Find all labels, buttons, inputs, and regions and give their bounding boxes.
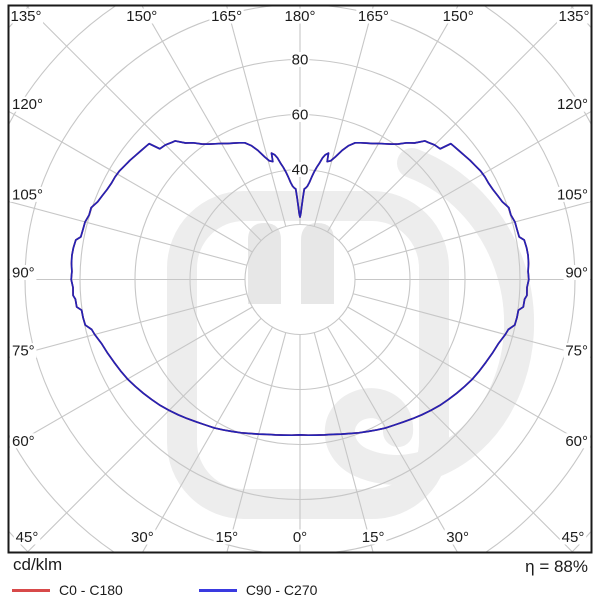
angle-label: 150° — [443, 8, 474, 25]
grid-spoke — [8, 293, 248, 359]
radial-unit-label: cd/klm — [13, 555, 63, 574]
angle-label: 180° — [284, 8, 315, 25]
axis-labels: 40 60 80 0° 15° 15° 30° 30° 45° 45° 60° 60° 75° 75° 90… — [8, 8, 592, 546]
grid-spoke — [141, 326, 273, 553]
angle-label: 135° — [10, 8, 41, 25]
angle-label: 45° — [16, 529, 39, 546]
grid-spoke — [347, 306, 592, 449]
ring-value-label: 40 — [292, 162, 309, 179]
angle-label: 75° — [565, 343, 588, 360]
angle-label: 105° — [12, 186, 43, 203]
grid-spoke — [327, 326, 459, 553]
grid-spoke — [8, 306, 253, 449]
grid-spoke — [313, 332, 374, 553]
legend-label: C0 - C180 — [59, 582, 123, 598]
angle-label: 120° — [12, 96, 43, 113]
grid-spoke — [352, 293, 592, 359]
grid-spoke — [226, 5, 287, 227]
angle-label: 60° — [565, 433, 588, 450]
curve-c90-c270 — [70, 140, 530, 437]
angle-label: 30° — [446, 529, 469, 546]
angle-label: 165° — [211, 8, 242, 25]
legend-swatch-red-line — [12, 588, 50, 592]
grid-spoke — [352, 200, 592, 266]
angle-label: 90° — [565, 265, 588, 282]
angle-label: 75° — [12, 343, 35, 360]
grid-spoke — [8, 110, 253, 253]
angle-label: 105° — [557, 186, 588, 203]
angle-label: 120° — [557, 96, 588, 113]
legend: C0 - C180 C90 - C270 — [12, 582, 317, 598]
angle-label: 150° — [126, 8, 157, 25]
grid-spoke — [347, 110, 592, 253]
legend-item-c0-c180: C0 - C180 — [12, 582, 123, 598]
angle-label: 15° — [362, 529, 385, 546]
grid-spoke — [8, 200, 248, 266]
angle-label: 45° — [562, 529, 585, 546]
grid-spoke — [226, 332, 287, 553]
efficiency-value: η = 88% — [525, 557, 588, 576]
grid-spoke — [327, 5, 459, 233]
angle-label: 30° — [131, 529, 154, 546]
angle-label: 135° — [558, 8, 589, 25]
angle-label: 165° — [358, 8, 389, 25]
angle-label: 60° — [12, 433, 35, 450]
angle-label: 90° — [12, 265, 35, 282]
ring-value-label: 80 — [292, 52, 309, 69]
legend-label: C90 - C270 — [245, 582, 318, 598]
legend-swatch-blue-line — [198, 588, 237, 592]
watermark-logo — [167, 148, 534, 519]
legend-item-c90-c270: C90 - C270 — [141, 582, 318, 598]
grid-spoke — [313, 5, 374, 227]
angle-label: 0° — [293, 529, 307, 546]
ring-value-label: 60 — [292, 107, 309, 124]
angle-label: 15° — [216, 529, 239, 546]
grid-spoke — [141, 5, 273, 233]
plot-border — [7, 4, 593, 554]
